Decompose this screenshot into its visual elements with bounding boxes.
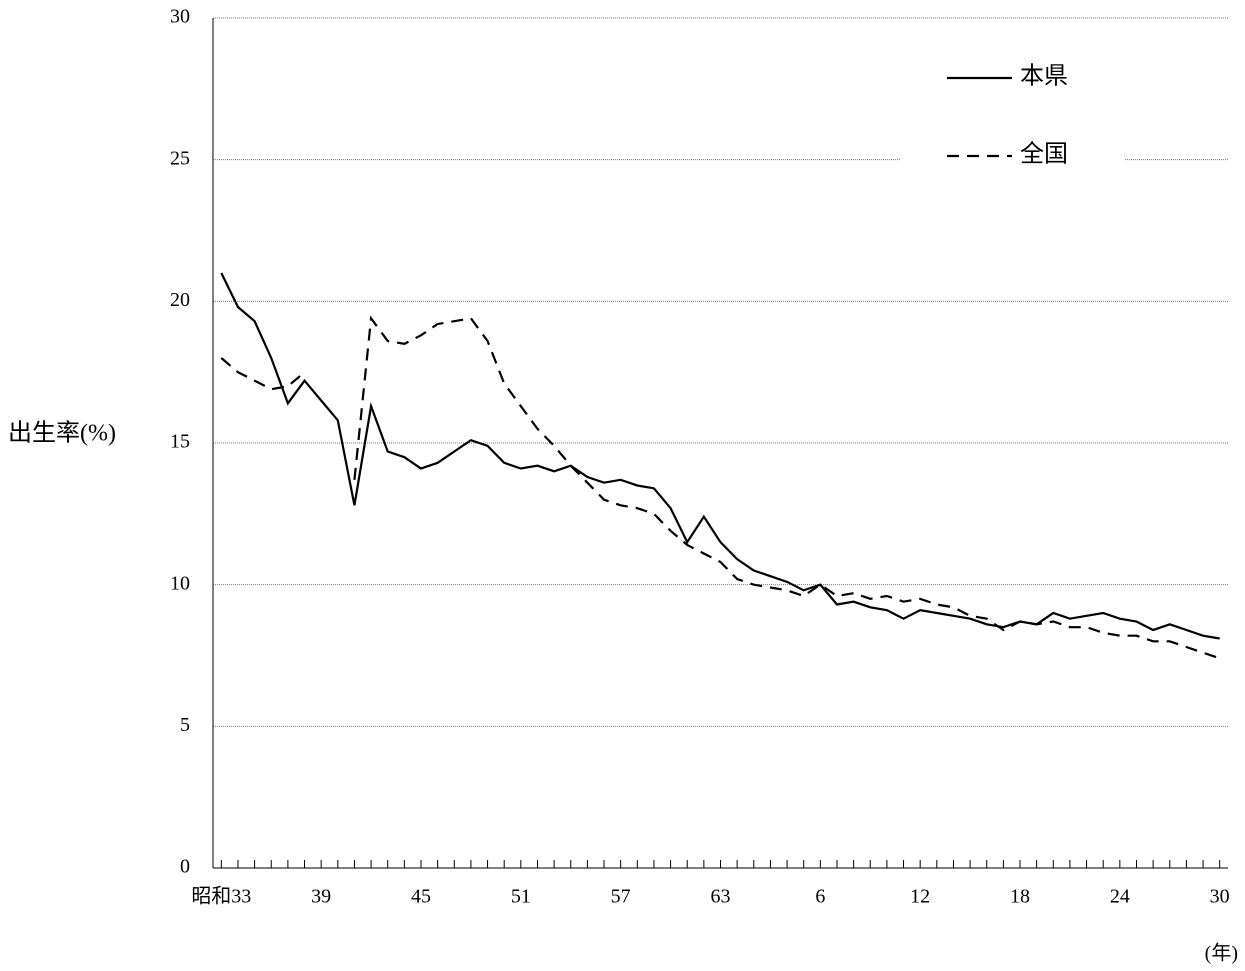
- x-tick-label: 57: [611, 886, 631, 908]
- y-tick-label: 25: [170, 147, 190, 169]
- x-tick-label: 51: [511, 886, 531, 908]
- x-tick-label: 24: [1110, 886, 1130, 908]
- x-axis-label: (年): [1205, 942, 1238, 965]
- y-tick-label: 20: [170, 289, 190, 311]
- x-tick-label: 6: [815, 886, 825, 908]
- y-tick-label: 10: [170, 572, 190, 594]
- y-tick-label: 30: [170, 6, 190, 28]
- x-tick-label: 12: [910, 886, 930, 908]
- legend-label: 全国: [1020, 141, 1068, 168]
- x-tick-label: 63: [711, 886, 731, 908]
- line-series: [220, 272, 1220, 640]
- legend-box: [900, 45, 1125, 185]
- y-tick-label: 5: [180, 714, 190, 736]
- x-tick-label: 昭和33: [191, 885, 251, 908]
- x-tick-label: 30: [1210, 886, 1230, 908]
- x-tick-label: 45: [411, 886, 431, 908]
- x-tick-label: 39: [311, 886, 331, 908]
- line-series: [220, 315, 1221, 660]
- y-axis-label: 出生率(%): [8, 420, 116, 447]
- legend-label: 本県: [1020, 63, 1068, 90]
- x-tick-label: 18: [1010, 886, 1030, 908]
- y-tick-label: 0: [180, 856, 190, 878]
- y-tick-label: 15: [170, 431, 190, 453]
